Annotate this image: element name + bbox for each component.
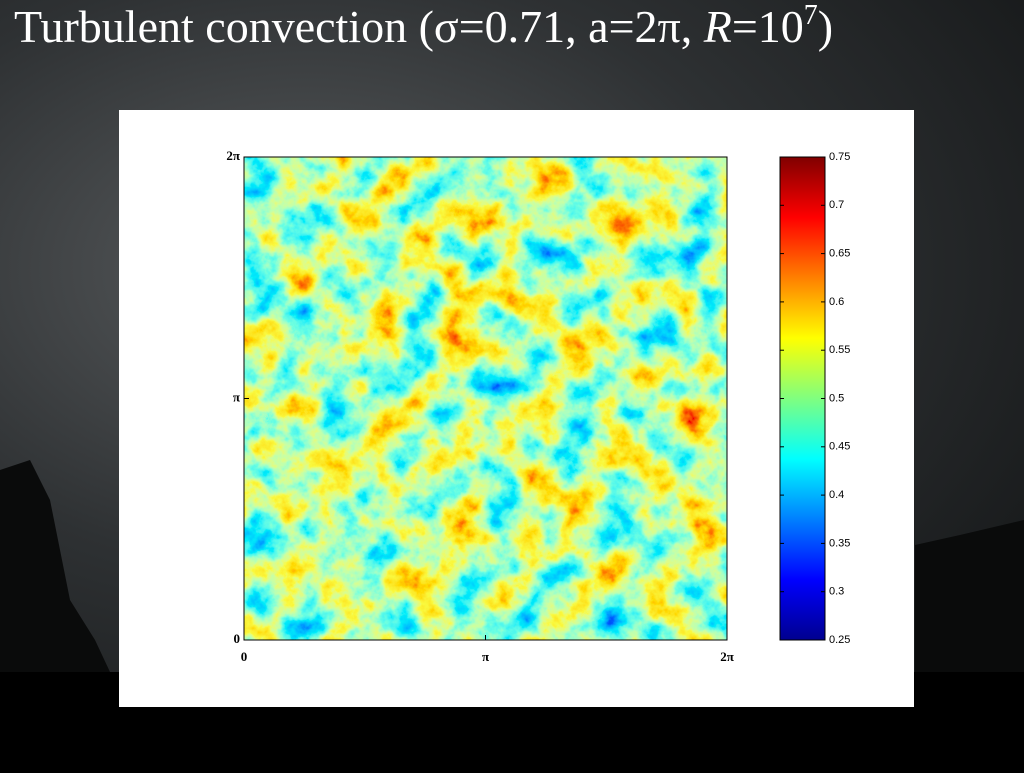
title-part: 7 [804,0,818,31]
heatmap-field [244,157,727,640]
colorbar-tick-label: 0.45 [829,441,850,453]
colorbar-tick-label: 0.5 [829,392,844,404]
colorbar-tick-label: 0.55 [829,344,850,356]
colorbar-tick-label: 0.35 [829,537,850,549]
colorbar [779,156,826,641]
slide-title: Turbulent convection (σ=0.71, a=2π, R=10… [14,0,833,52]
title-part: Turbulent convection (σ=0.71, a=2π, [14,1,704,52]
y-tick-label: 0 [234,631,241,646]
x-tick-label: 2π [720,649,734,664]
y-tick-label: 2π [226,148,240,163]
title-part: ) [818,1,833,52]
title-part: =10 [732,1,804,52]
colorbar-tick-label: 0.7 [829,199,844,211]
tree-silhouette [0,460,1024,672]
colorbar-tick-label: 0.4 [829,489,844,501]
colorbar-tick-label: 0.3 [829,586,844,598]
colorbar-tick-label: 0.65 [829,248,850,260]
colorbar-tick-label: 0.6 [829,296,844,308]
y-tick-label: π [233,389,240,404]
colorbar-tick-label: 0.75 [829,151,850,163]
x-tick-label: 0 [241,649,248,664]
colorbar-tick-label: 0.25 [829,634,850,646]
title-part: R [703,1,732,52]
x-tick-label: π [482,649,489,664]
